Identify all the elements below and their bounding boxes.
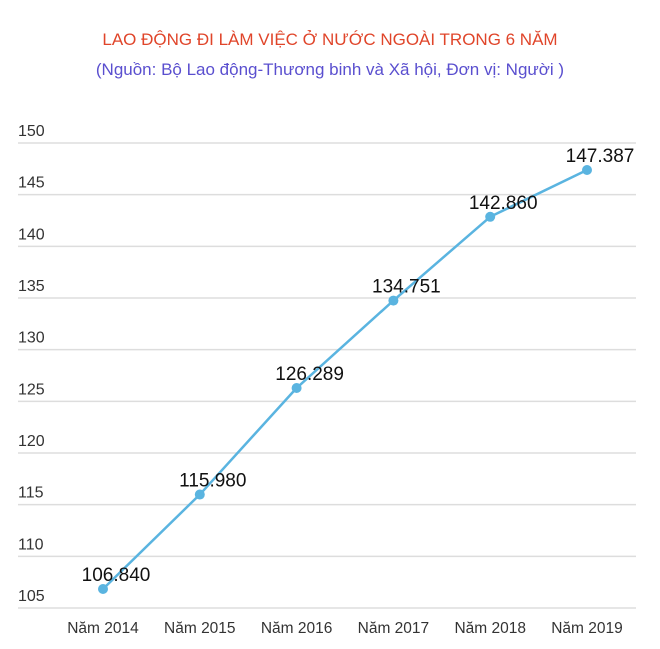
data-label: 115.980	[179, 471, 246, 492]
data-points	[98, 165, 592, 594]
y-axis-labels: 105 110 115 120 125 130 135 140 145 150	[18, 123, 45, 605]
data-label: 142.860	[469, 193, 538, 214]
gridlines	[18, 142, 636, 609]
x-tick-label: Năm 2017	[358, 620, 430, 637]
series-line	[102, 168, 588, 590]
data-point	[194, 489, 205, 500]
data-point	[291, 383, 302, 394]
data-label: 147.387	[566, 146, 635, 167]
x-tick-label: Năm 2015	[164, 620, 236, 637]
x-axis-labels: Năm 2014 Năm 2015 Năm 2016 Năm 2017 Năm 2018…	[67, 620, 623, 637]
data-point	[485, 211, 496, 222]
data-labels: 106.840 115.980 126.289 134.751 142.860 147.3…	[82, 146, 635, 586]
data-point	[582, 165, 592, 176]
data-label: 106.840	[82, 565, 151, 586]
y-tick-label: 120	[18, 433, 45, 450]
y-tick-label: 110	[18, 536, 44, 553]
y-tick-label: 115	[18, 485, 44, 502]
x-tick-label: Năm 2014	[67, 620, 139, 637]
x-tick-label: Năm 2016	[261, 620, 333, 637]
data-label: 134.751	[372, 277, 441, 298]
x-tick-label: Năm 2018	[454, 620, 526, 637]
data-point	[388, 295, 399, 306]
chart-subtitle: (Nguồn: Bộ Lao động-Thương binh và Xã hộ…	[95, 60, 565, 79]
x-tick-label: Năm 2019	[551, 620, 623, 637]
y-tick-label: 150	[18, 123, 45, 140]
data-label: 126.289	[275, 364, 344, 385]
y-tick-label: 145	[18, 175, 45, 192]
y-tick-label: 125	[18, 381, 45, 398]
y-tick-label: 130	[18, 330, 45, 347]
y-tick-label: 105	[18, 588, 45, 605]
data-point	[98, 583, 108, 594]
chart-title: LAO ĐỘNG ĐI LÀM VIỆC Ở NƯỚC NGOÀI TRONG …	[102, 30, 558, 49]
y-tick-label: 135	[18, 278, 45, 295]
y-tick-label: 140	[18, 226, 45, 243]
